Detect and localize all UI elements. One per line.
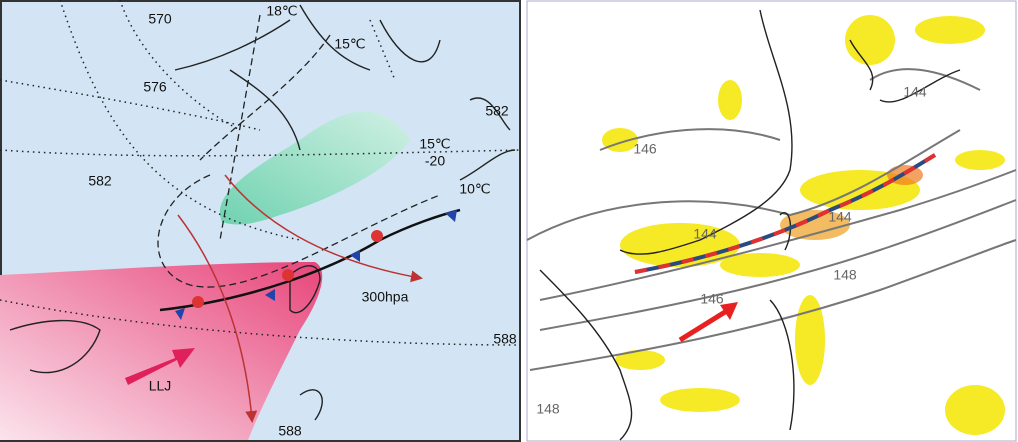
label: 588 — [493, 331, 517, 347]
label: 15℃ — [334, 36, 365, 52]
contour-label: 146 — [700, 291, 724, 307]
label: 582 — [485, 103, 509, 119]
contour-label: 146 — [633, 141, 657, 157]
contour-label: 148 — [833, 267, 857, 283]
label: LLJ — [149, 378, 172, 394]
label: 582 — [88, 173, 112, 189]
contour-label: 148 — [536, 401, 560, 417]
label: 18℃ — [266, 3, 297, 19]
contour-label: 144 — [903, 84, 927, 100]
label: 588 — [278, 423, 302, 439]
label: 15℃ — [419, 136, 450, 152]
contour-label: 144 — [828, 209, 852, 225]
label: -20 — [425, 153, 445, 169]
label: 576 — [143, 79, 167, 95]
label: 300hpa — [362, 289, 409, 305]
label: 10℃ — [459, 181, 490, 197]
right-panel: 146 144 144 144 148 146 148 — [526, 0, 1017, 442]
label: 570 — [148, 11, 172, 27]
left-panel: 570 18℃ 15℃ 576 582 15℃ -20 582 10℃ 300h… — [0, 0, 521, 442]
contour-label: 144 — [693, 226, 717, 242]
